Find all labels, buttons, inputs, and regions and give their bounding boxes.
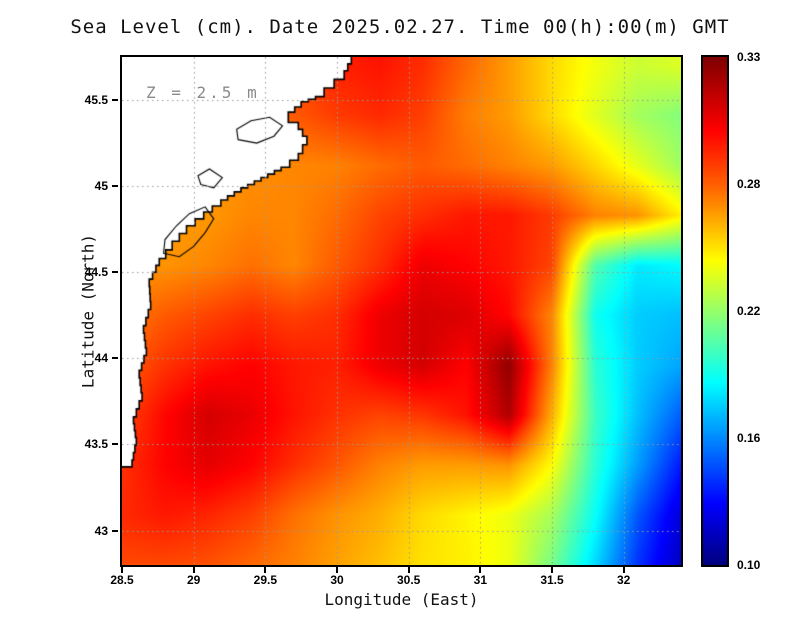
chart-title: Sea Level (cm). Date 2025.02.27. Time 00… — [70, 16, 730, 38]
x-tick-label: 30 — [330, 573, 344, 587]
x-tick-label: 32 — [616, 573, 631, 587]
y-tick-label: 43.5 — [84, 437, 108, 452]
x-tick — [192, 567, 195, 573]
colorbar — [701, 55, 729, 567]
x-tick — [479, 567, 482, 573]
depth-annotation: Z = 2.5 m — [146, 83, 260, 102]
x-tick — [121, 567, 123, 573]
y-tick-label: 43 — [94, 523, 108, 538]
y-tick — [112, 443, 118, 446]
y-axis-label: Latitude (North) — [78, 233, 98, 389]
x-tick — [622, 567, 625, 573]
x-axis-label: Longitude (East) — [324, 590, 479, 609]
y-tick — [112, 99, 118, 102]
y-tick — [112, 185, 118, 188]
y-tick-label: 45.5 — [84, 93, 108, 108]
x-tick — [407, 567, 410, 573]
heatmap-canvas — [122, 57, 681, 565]
y-tick-label: 45 — [94, 179, 108, 194]
colorbar-canvas — [703, 57, 727, 565]
colorbar-tick-label: 0.22 — [737, 304, 761, 318]
plot-area: Z = 2.5 m — [120, 55, 683, 567]
x-tick — [336, 567, 338, 573]
colorbar-tick-label: 0.16 — [737, 431, 761, 445]
y-tick — [112, 529, 118, 532]
x-tick-label: 31 — [473, 573, 487, 587]
x-tick — [264, 567, 267, 573]
x-tick-label: 29.5 — [253, 573, 277, 587]
x-tick — [551, 567, 553, 573]
x-tick-label: 29 — [186, 573, 201, 587]
x-tick-label: 31.5 — [540, 573, 564, 587]
colorbar-tick-label: 0.28 — [737, 177, 761, 191]
colorbar-tick-label: 0.33 — [737, 50, 761, 64]
x-tick-label: 30.5 — [396, 573, 421, 587]
y-tick — [112, 271, 118, 274]
y-tick — [112, 357, 118, 360]
x-tick-label: 28.5 — [110, 573, 134, 587]
colorbar-tick-label: 0.10 — [737, 558, 761, 572]
